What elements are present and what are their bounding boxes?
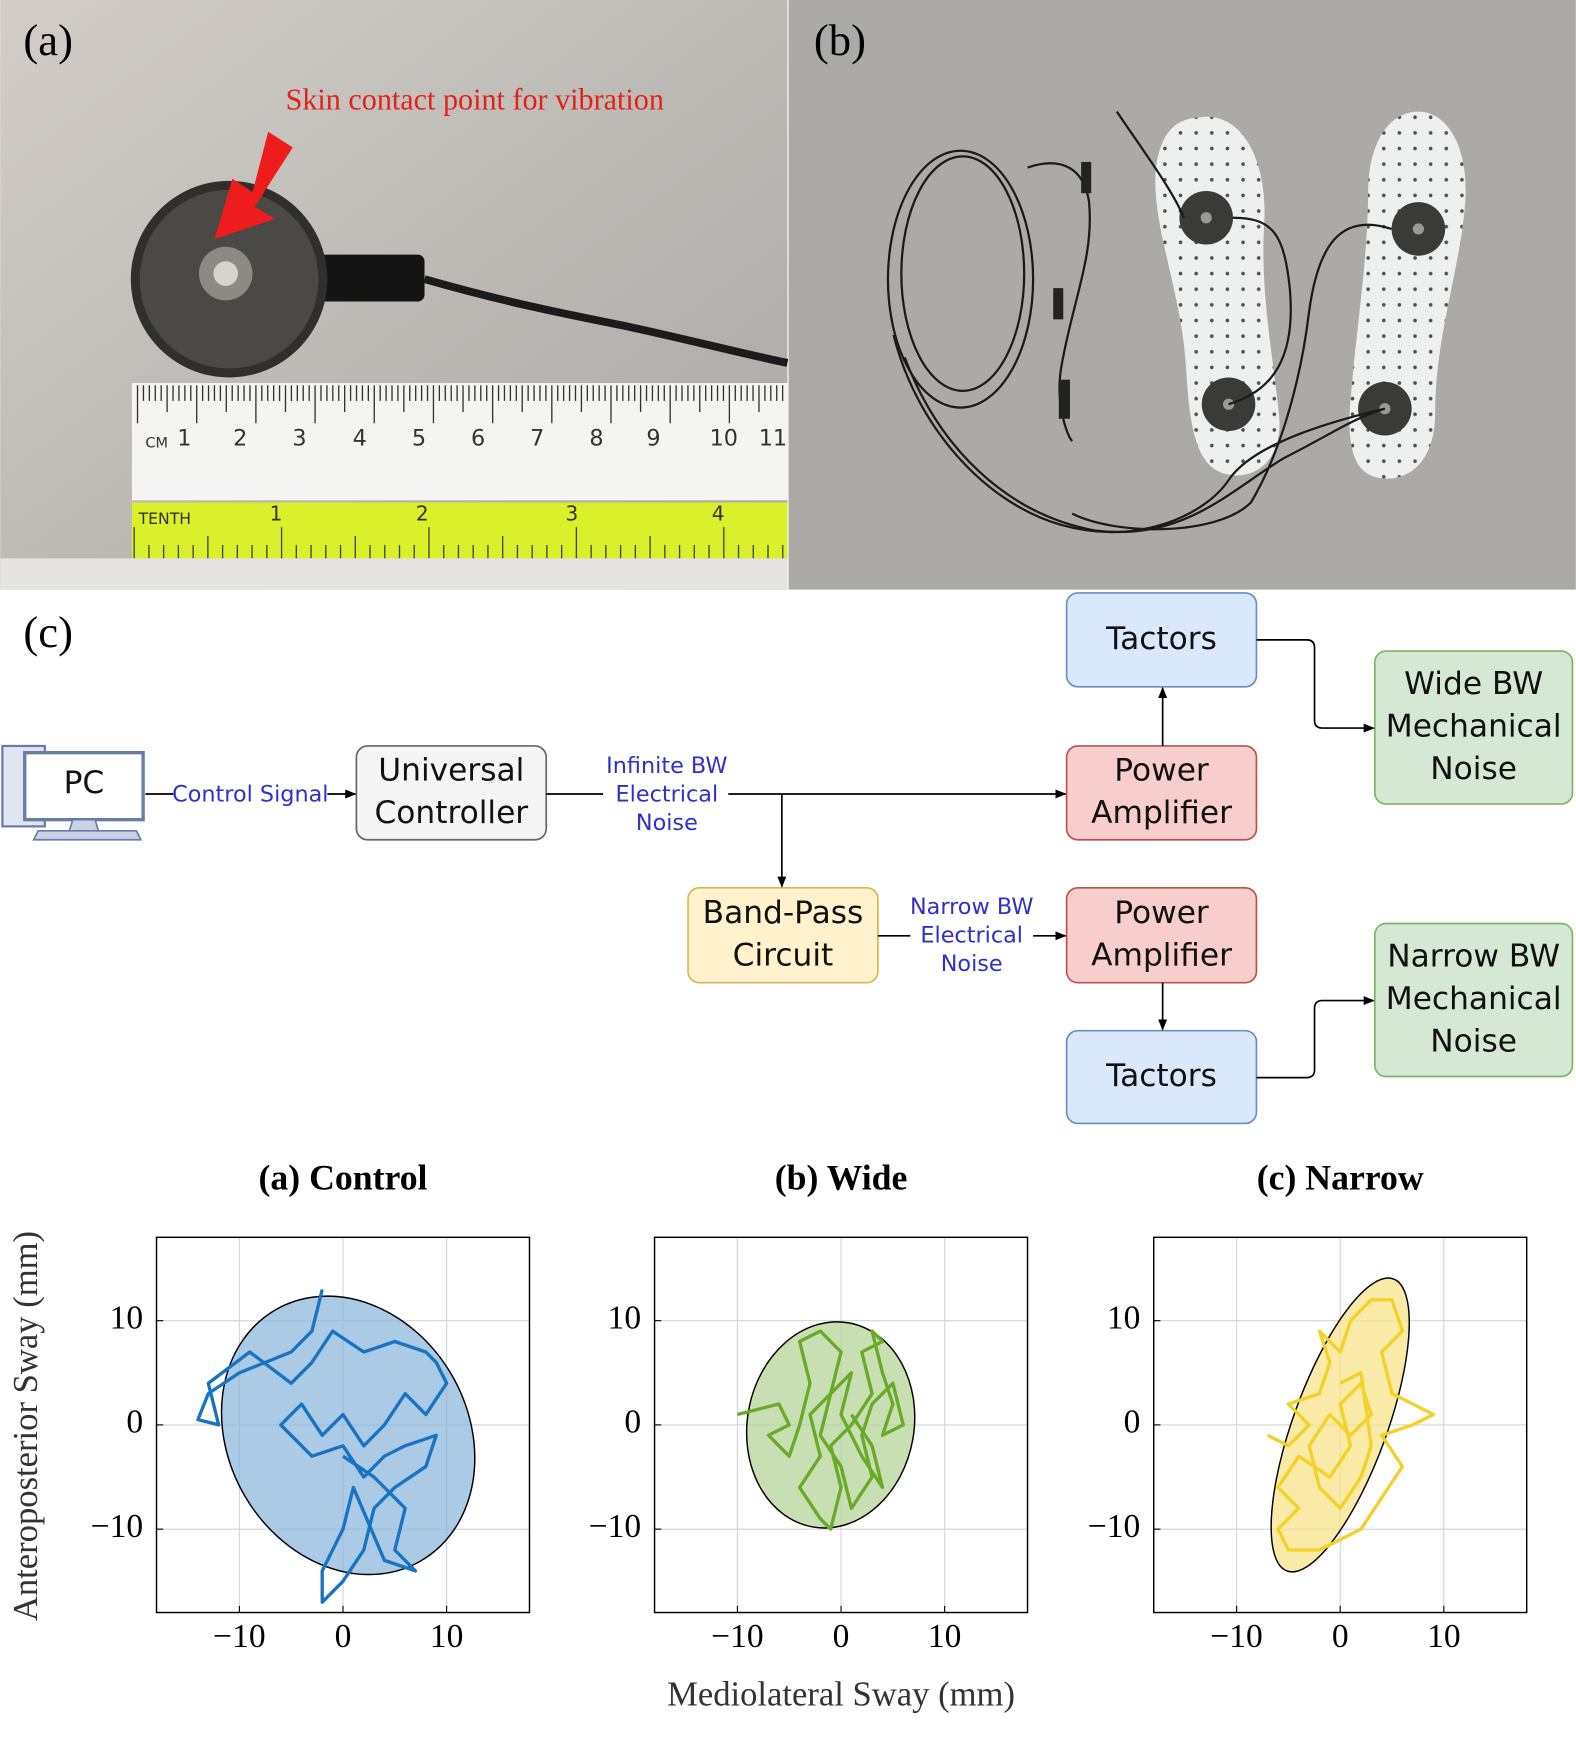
pc-stand bbox=[32, 818, 143, 841]
x-tick-label: 0 bbox=[335, 1618, 352, 1655]
x-tick-label: −10 bbox=[711, 1618, 763, 1655]
edge-label: Electrical bbox=[920, 922, 1023, 948]
panel-label: (c) bbox=[23, 607, 73, 657]
ruler-unit: CM bbox=[145, 435, 168, 451]
sway-trace bbox=[196, 1289, 449, 1604]
y-tick-label: 10 bbox=[110, 1299, 144, 1336]
ruler-label: 3 bbox=[292, 425, 306, 451]
plot-frame bbox=[1152, 1236, 1528, 1614]
ruler-label: 10 bbox=[710, 425, 738, 451]
pc-monitor bbox=[23, 750, 145, 822]
y-tick-label: 10 bbox=[608, 1299, 642, 1336]
node-label: Mechanical bbox=[1386, 981, 1562, 1017]
diagram: PC Universal Controller Power Amplifier Tacto… bbox=[1, 592, 1574, 1125]
node-label: Circuit bbox=[733, 937, 834, 973]
edge-label: Control Signal bbox=[172, 782, 328, 808]
ruler-label: 5 bbox=[412, 425, 426, 451]
x-tick-label: 0 bbox=[1332, 1618, 1349, 1655]
sway-plots: (a) Control −10 0 10 −10 0 10 (b) Wide −10 0 10 −10… bbox=[7, 1158, 1528, 1713]
x-axis-label: Mediolateral Sway (mm) bbox=[667, 1675, 1015, 1713]
node-label: Noise bbox=[1430, 1023, 1517, 1059]
x-tick-label: 10 bbox=[1427, 1618, 1461, 1655]
y-tick-label: 0 bbox=[126, 1404, 143, 1441]
plot-frame bbox=[653, 1236, 1029, 1614]
y-tick-label: 0 bbox=[1124, 1404, 1141, 1441]
chart-title: (b) Wide bbox=[775, 1158, 908, 1198]
plot-frame bbox=[155, 1236, 531, 1614]
arrow bbox=[1256, 639, 1375, 733]
edge-label: Electrical bbox=[616, 782, 719, 808]
node-label: Wide BW bbox=[1404, 666, 1543, 702]
edge-label: Noise bbox=[636, 810, 698, 836]
ruler-label: 6 bbox=[471, 425, 485, 451]
ruler-label: 3 bbox=[566, 501, 579, 525]
y-tick-label: −10 bbox=[91, 1508, 143, 1545]
y-tick-label: 0 bbox=[624, 1404, 641, 1441]
x-tick-label: 0 bbox=[833, 1618, 850, 1655]
photo-b bbox=[788, 0, 1576, 590]
node-label: Power bbox=[1114, 895, 1209, 931]
ruler-label: 4 bbox=[353, 425, 367, 451]
node-label: Controller bbox=[374, 795, 528, 831]
y-tick-label: −10 bbox=[589, 1508, 641, 1545]
node-box bbox=[1065, 745, 1258, 841]
node-label: Amplifier bbox=[1091, 937, 1232, 973]
edge-label: Infinite BW bbox=[606, 753, 727, 779]
ruler-label: 2 bbox=[416, 501, 429, 525]
node-box bbox=[1373, 922, 1574, 1078]
panel-label: (b) bbox=[814, 15, 866, 65]
chart-title: (a) Control bbox=[258, 1158, 427, 1198]
annotation: Skin contact point for vibration bbox=[286, 83, 664, 117]
y-tick-label: 10 bbox=[1107, 1299, 1141, 1336]
node-box bbox=[1065, 886, 1258, 984]
ruler-label: 2 bbox=[233, 425, 247, 451]
node-label: PC bbox=[64, 765, 105, 801]
ruler-label: 7 bbox=[530, 425, 544, 451]
ruler-label: 8 bbox=[589, 425, 603, 451]
node-label: Tactors bbox=[1105, 1058, 1217, 1094]
panel-label: (a) bbox=[23, 15, 73, 65]
ruler-unit: TENTH bbox=[138, 509, 191, 528]
x-tick-label: 10 bbox=[928, 1618, 961, 1655]
confidence-ellipse bbox=[220, 1295, 476, 1576]
ruler-label: 11 bbox=[759, 425, 787, 451]
y-axis-label: Anteroposterior Sway (mm) bbox=[7, 1231, 45, 1621]
x-tick-label: −10 bbox=[1210, 1618, 1262, 1655]
edge-label: Noise bbox=[941, 951, 1003, 977]
x-tick-label: −10 bbox=[213, 1618, 265, 1655]
node-label: Narrow BW bbox=[1387, 939, 1560, 975]
node-label: Mechanical bbox=[1386, 709, 1562, 745]
ruler-label: 4 bbox=[712, 501, 725, 525]
ruler-label: 1 bbox=[177, 425, 191, 451]
sway-trace bbox=[737, 1329, 905, 1531]
ruler-label: 9 bbox=[646, 425, 660, 451]
node-label: Amplifier bbox=[1091, 795, 1232, 831]
sway-trace bbox=[1266, 1298, 1436, 1552]
node-label: Band-Pass bbox=[703, 895, 864, 931]
node-label: Universal bbox=[378, 753, 524, 789]
node-box bbox=[1373, 650, 1574, 805]
node-label: Tactors bbox=[1105, 621, 1217, 657]
arrow bbox=[1256, 996, 1375, 1079]
chart-title: (c) Narrow bbox=[1257, 1158, 1424, 1198]
ruler-label: 1 bbox=[270, 501, 283, 525]
edge-label: Narrow BW bbox=[910, 894, 1033, 920]
x-tick-label: 10 bbox=[430, 1618, 464, 1655]
node-label: Power bbox=[1114, 753, 1209, 789]
y-tick-label: −10 bbox=[1088, 1508, 1140, 1545]
node-label: Noise bbox=[1430, 751, 1517, 787]
